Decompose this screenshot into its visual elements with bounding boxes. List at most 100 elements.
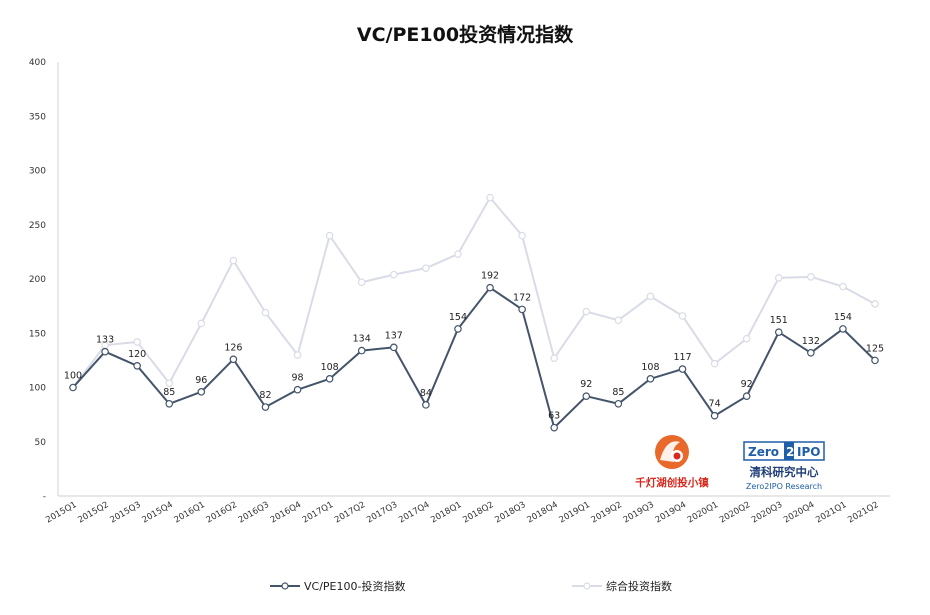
data-point bbox=[742, 392, 751, 400]
series-layer bbox=[69, 193, 879, 432]
data-label: 172 bbox=[513, 292, 531, 303]
data-point bbox=[197, 319, 206, 328]
data-label: 125 bbox=[866, 343, 884, 354]
data-point bbox=[582, 307, 591, 316]
data-point bbox=[871, 356, 879, 365]
data-point bbox=[69, 383, 77, 392]
data-point bbox=[133, 361, 141, 370]
data-point bbox=[646, 375, 655, 383]
data-label: 98 bbox=[292, 373, 304, 384]
data-point bbox=[710, 359, 719, 368]
data-point bbox=[357, 346, 366, 355]
data-label: 85 bbox=[163, 387, 175, 398]
svg-text:Zero: Zero bbox=[748, 445, 779, 459]
data-point bbox=[839, 325, 847, 333]
x-tick-label: 2015Q2 bbox=[76, 500, 110, 526]
chart-title: VC/PE100投资情况指数 bbox=[356, 24, 574, 46]
legend-item-composite: 综合投资指数 bbox=[572, 578, 672, 594]
data-label: 132 bbox=[802, 336, 820, 347]
legend-label-composite: 综合投资指数 bbox=[606, 580, 672, 593]
y-tick-label: 400 bbox=[29, 58, 46, 68]
data-point bbox=[710, 411, 719, 420]
data-point bbox=[614, 316, 623, 325]
data-label: 108 bbox=[641, 362, 659, 373]
x-tick-label: 2021Q1 bbox=[814, 500, 848, 526]
x-tick-label: 2016Q1 bbox=[173, 500, 207, 526]
data-label: 117 bbox=[673, 352, 691, 363]
data-point bbox=[454, 325, 462, 333]
data-label: 137 bbox=[385, 330, 403, 341]
data-point bbox=[678, 365, 687, 373]
data-point bbox=[678, 312, 687, 320]
data-label: 133 bbox=[96, 335, 114, 346]
svg-text:IPO: IPO bbox=[797, 445, 820, 459]
data-label: 126 bbox=[224, 342, 242, 353]
x-tick-label: 2019Q4 bbox=[654, 500, 688, 526]
data-label: 96 bbox=[195, 375, 207, 386]
data-label: 154 bbox=[834, 312, 852, 323]
y-tick-label: 200 bbox=[29, 275, 46, 285]
data-point bbox=[486, 283, 494, 292]
data-point bbox=[229, 256, 238, 265]
data-point bbox=[229, 355, 238, 364]
series-line bbox=[72, 286, 876, 429]
y-tick-label: 350 bbox=[29, 112, 46, 122]
data-label: 108 bbox=[321, 362, 339, 373]
data-point bbox=[165, 399, 174, 408]
svg-text:2: 2 bbox=[786, 445, 794, 459]
data-point bbox=[839, 282, 847, 291]
x-tick-label: 2018Q3 bbox=[493, 500, 527, 526]
x-tick-label: 2016Q2 bbox=[205, 500, 239, 526]
series-0 bbox=[69, 283, 879, 432]
y-tick-label: 150 bbox=[29, 329, 46, 339]
y-tick-label: - bbox=[43, 492, 46, 502]
legend-label-vcpe: VC/PE100-投资指数 bbox=[304, 580, 406, 593]
data-point bbox=[646, 292, 655, 301]
series-1 bbox=[69, 193, 879, 392]
zero2ipo-logo: Zero 2 IPO 清科研究中心 Zero2IPO Research bbox=[738, 440, 834, 494]
legend-item-vcpe: VC/PE100-投资指数 bbox=[270, 578, 405, 594]
data-label: 120 bbox=[128, 349, 146, 360]
data-point bbox=[550, 354, 559, 363]
svg-text:千灯湖创投小镇: 千灯湖创投小镇 bbox=[635, 476, 709, 489]
data-label: 151 bbox=[770, 315, 788, 326]
x-tick-label: 2020Q1 bbox=[686, 500, 720, 526]
data-point bbox=[807, 348, 815, 357]
data-point bbox=[261, 308, 270, 317]
x-tick-label: 2018Q4 bbox=[525, 500, 559, 526]
data-point bbox=[325, 231, 334, 240]
data-point bbox=[165, 379, 174, 387]
data-label: 92 bbox=[741, 379, 753, 390]
y-tick-label: 100 bbox=[29, 384, 46, 394]
x-tick-label: 2018Q2 bbox=[461, 500, 495, 526]
x-tick-label: 2016Q3 bbox=[237, 500, 271, 526]
x-tick-label: 2015Q4 bbox=[141, 500, 175, 526]
data-point bbox=[518, 305, 526, 314]
y-tick-label: 50 bbox=[35, 438, 47, 448]
data-point bbox=[454, 250, 462, 258]
svg-text:· · · · · · · · · · · · · · ·: · · · · · · · · · · · · · · · bbox=[658, 489, 686, 493]
x-tick-label: 2020Q3 bbox=[750, 500, 784, 526]
x-tick-label: 2019Q1 bbox=[558, 500, 592, 526]
data-point bbox=[325, 375, 334, 383]
legend: VC/PE100-投资指数 综合投资指数 bbox=[0, 578, 930, 598]
data-label: 100 bbox=[64, 371, 82, 382]
data-label: 85 bbox=[612, 387, 624, 398]
data-point bbox=[357, 278, 366, 287]
y-tick-label: 300 bbox=[29, 167, 46, 177]
data-point bbox=[871, 300, 879, 308]
data-point bbox=[422, 264, 430, 272]
data-label: 82 bbox=[259, 390, 271, 401]
y-tick-label: 250 bbox=[29, 221, 46, 231]
data-label: 154 bbox=[449, 312, 467, 323]
x-tick-label: 2016Q4 bbox=[269, 500, 303, 526]
svg-text:Zero2IPO Research: Zero2IPO Research bbox=[746, 482, 822, 491]
data-point bbox=[422, 401, 430, 409]
data-point bbox=[774, 328, 783, 336]
x-tick-label: 2020Q2 bbox=[718, 500, 752, 526]
svg-text:清科研究中心: 清科研究中心 bbox=[750, 465, 819, 479]
x-tick-label: 2015Q1 bbox=[44, 500, 78, 526]
data-point bbox=[101, 347, 109, 356]
x-tick-label: 2017Q2 bbox=[333, 500, 367, 526]
